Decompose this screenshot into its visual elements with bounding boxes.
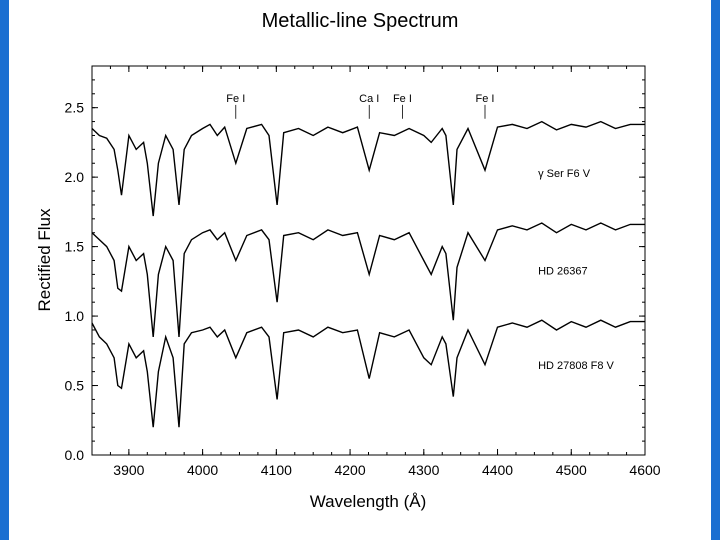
series-label: γ Ser F6 V — [538, 168, 591, 180]
plot-frame — [91, 65, 646, 456]
y-tick-label: 2.0 — [65, 169, 85, 185]
series-label: HD 27808 F8 V — [538, 360, 614, 372]
series-layer: γ Ser F6 V HD 26367 HD 27808 F8 V — [91, 120, 645, 428]
x-tick-label: 4400 — [482, 462, 513, 478]
x-tick-label: 4500 — [556, 462, 587, 478]
series-label: HD 26367 — [538, 265, 588, 277]
x-axis-label: Wavelength (Å) — [310, 492, 427, 511]
y-tick-label: 0.5 — [65, 378, 85, 394]
y-axis: 0.0 0.5 1.0 1.5 2.0 2.5 — [65, 79, 645, 463]
left-accent-bar — [0, 0, 9, 540]
line-id-label: Fe I — [226, 93, 245, 105]
slide-title: Metallic-line Spectrum — [261, 10, 459, 32]
series-line — [91, 120, 645, 217]
line-id-label: Fe I — [393, 93, 412, 105]
y-tick-label: 0.0 — [65, 447, 85, 463]
x-tick-label: 4600 — [629, 462, 660, 478]
x-tick-label: 4300 — [408, 462, 439, 478]
x-tick-label: 4100 — [261, 462, 292, 478]
x-axis: 3900 4000 4100 4200 4300 4400 4500 4600 — [91, 66, 661, 478]
line-identification-layer: Fe I Ca I Fe I Fe I — [226, 93, 494, 119]
y-axis-label: Rectified Flux — [35, 208, 54, 311]
line-id-label: Fe I — [476, 93, 495, 105]
x-tick-label: 4000 — [187, 462, 218, 478]
series-line — [91, 222, 645, 337]
x-tick-label: 4200 — [334, 462, 365, 478]
y-tick-label: 2.5 — [65, 100, 85, 116]
x-tick-label: 3900 — [113, 462, 144, 478]
y-tick-label: 1.0 — [65, 308, 85, 324]
y-tick-label: 1.5 — [65, 239, 85, 255]
series-line — [91, 319, 645, 428]
line-id-label: Ca I — [359, 93, 379, 105]
right-accent-bar — [711, 0, 720, 540]
